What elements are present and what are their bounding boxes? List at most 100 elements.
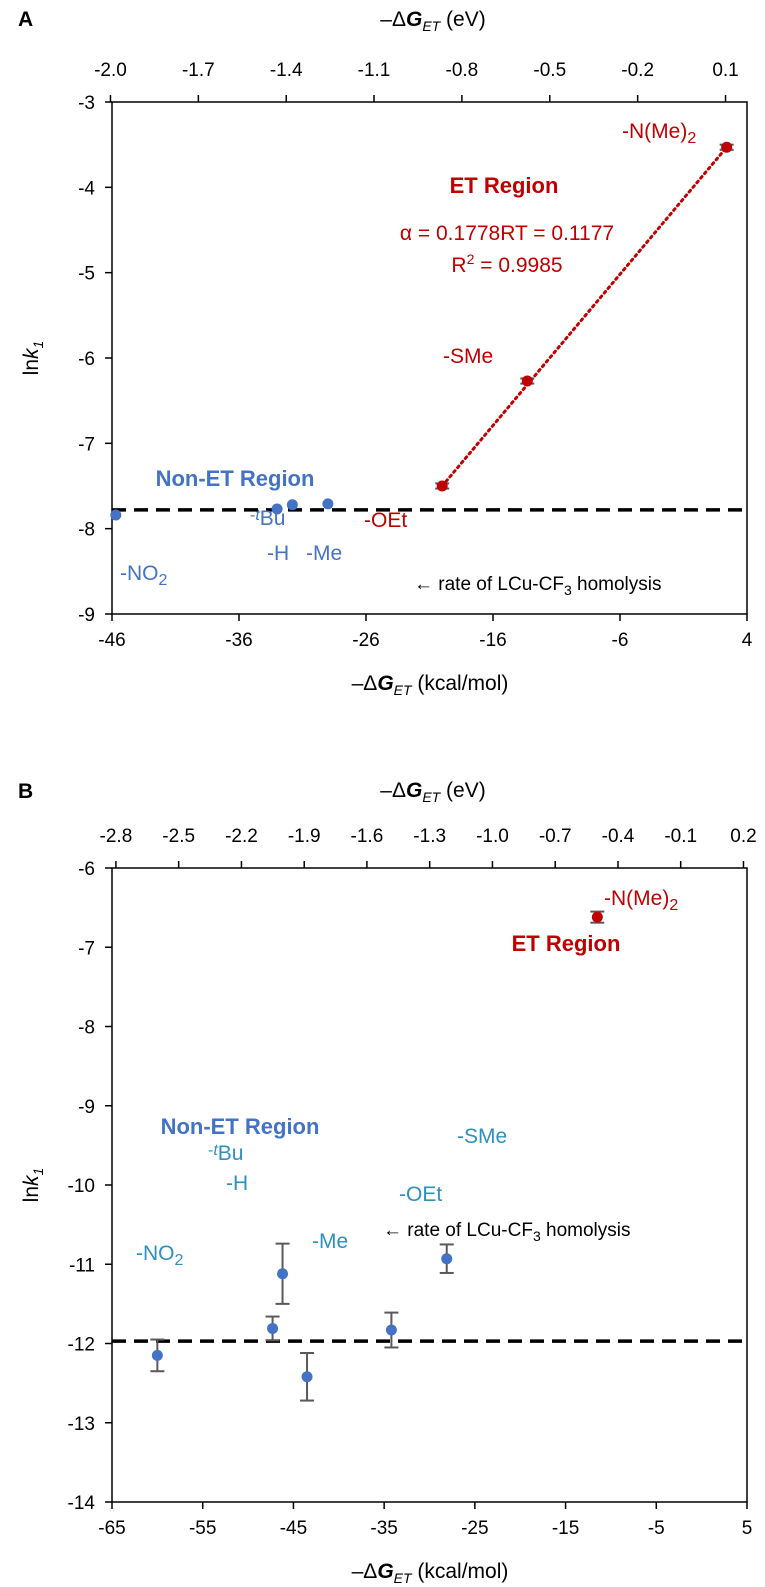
panel-b-top-axis-label: –ΔGET (eV) — [380, 779, 485, 805]
x-tick-label: 5 — [742, 1518, 753, 1539]
panel-a: A –ΔGET (eV) -3 -4 -5 -6 -7 -8 -9 -46 -3… — [18, 8, 753, 698]
panel-b: B –ΔGET (eV) -6 -7 -8 -9 -10 -11 -12 -13… — [18, 779, 757, 1586]
top-tick-label: -1.3 — [413, 826, 446, 847]
panel-a-reference-label: ← rate of LCu-CF3 homolysis — [414, 574, 661, 598]
data-point — [151, 1349, 163, 1361]
panel-b-point-label-oet: -OEt — [399, 1183, 442, 1206]
top-tick-label: -1.1 — [358, 60, 391, 81]
panel-a-alpha-annotation: α = 0.1778RT = 0.1177 — [400, 222, 614, 245]
x-tick-label: -6 — [612, 630, 629, 651]
data-point — [110, 509, 122, 521]
x-tick-label: -46 — [98, 630, 125, 651]
x-tick-label: -35 — [370, 1518, 397, 1539]
x-tick-label: -65 — [98, 1518, 125, 1539]
top-tick-label: -1.7 — [182, 60, 215, 81]
x-tick-label: -5 — [648, 1518, 665, 1539]
top-tick-label: -2.2 — [225, 826, 258, 847]
data-point — [277, 1268, 289, 1280]
y-tick-label: -11 — [69, 1255, 95, 1276]
y-tick-label: -12 — [68, 1335, 95, 1356]
y-tick-label: -5 — [78, 264, 95, 285]
y-tick-label: -7 — [78, 434, 95, 455]
panel-b-y-axis-label: lnk1 — [20, 1168, 46, 1203]
panel-a-ticks — [105, 95, 748, 621]
data-point — [286, 499, 298, 511]
top-tick-label: -0.7 — [539, 826, 572, 847]
panel-b-point-label-sme: -SMe — [457, 1125, 507, 1148]
top-tick-label: -1.4 — [270, 60, 303, 81]
panel-a-point-label-no2: -NO2 — [120, 562, 168, 589]
top-tick-label: 0.1 — [712, 60, 738, 81]
data-point — [721, 141, 733, 153]
panel-a-r2-annotation: R2 = 0.9985 — [451, 251, 562, 277]
y-tick-label: -13 — [68, 1414, 95, 1435]
top-tick-label: -1.0 — [476, 826, 509, 847]
data-point — [385, 1324, 397, 1336]
top-tick-label: -0.4 — [602, 826, 635, 847]
top-tick-label: -0.2 — [621, 60, 654, 81]
panel-a-plot-frame — [111, 101, 748, 615]
data-point — [271, 503, 283, 515]
y-tick-label: -4 — [78, 178, 95, 199]
panel-b-points — [150, 910, 605, 1402]
panel-b-y-tick-labels: -6 -7 -8 -9 -10 -11 -12 -13 -14 — [68, 859, 96, 1514]
panel-b-non-et-region-label: Non-ET Region — [161, 1114, 320, 1139]
top-tick-label: -1.6 — [351, 826, 384, 847]
y-tick-label: -14 — [68, 1493, 96, 1514]
y-tick-label: -3 — [78, 93, 95, 114]
top-tick-label: -1.9 — [288, 826, 321, 847]
panel-a-et-region-label: ET Region — [450, 173, 559, 198]
data-point — [441, 1253, 453, 1265]
panel-a-points — [110, 141, 734, 521]
panel-a-non-et-region-label: Non-ET Region — [156, 466, 315, 491]
panel-b-top-tick-labels: -2.8 -2.5 -2.2 -1.9 -1.6 -1.3 -1.0 -0.7 … — [100, 826, 757, 847]
panel-b-bottom-axis-label: –ΔGET (kcal/mol) — [352, 1560, 509, 1586]
data-point — [322, 498, 334, 510]
panel-a-y-tick-labels: -3 -4 -5 -6 -7 -8 -9 — [78, 93, 95, 626]
panel-a-point-label-h: -H — [267, 542, 289, 565]
x-tick-label: -55 — [189, 1518, 216, 1539]
top-tick-label: -2.5 — [162, 826, 195, 847]
panel-a-trendline — [440, 145, 729, 488]
top-tick-label: 0.2 — [730, 826, 756, 847]
panel-a-point-label-oet: -OEt — [364, 509, 407, 532]
x-tick-label: -16 — [479, 630, 506, 651]
panel-a-bottom-axis-label: –ΔGET (kcal/mol) — [352, 672, 509, 698]
top-tick-label: -2.0 — [94, 60, 127, 81]
data-point — [301, 1371, 313, 1383]
y-tick-label: -9 — [78, 605, 95, 626]
data-point — [521, 375, 533, 387]
y-tick-label: -7 — [78, 938, 95, 959]
panel-a-point-label-sme: -SMe — [443, 345, 493, 368]
panel-b-point-label-no2: -NO2 — [136, 1242, 184, 1269]
panel-a-top-tick-labels: -2.0 -1.7 -1.4 -1.1 -0.8 -0.5 -0.2 0.1 — [94, 60, 739, 81]
top-tick-label: -0.1 — [664, 826, 697, 847]
top-tick-label: -0.5 — [533, 60, 566, 81]
y-tick-label: -6 — [78, 349, 95, 370]
panel-a-label: A — [18, 8, 33, 31]
x-tick-label: 4 — [742, 630, 753, 651]
x-tick-label: -36 — [225, 630, 252, 651]
data-point — [591, 911, 603, 923]
panel-a-y-axis-label: lnk1 — [20, 341, 46, 376]
panel-b-ticks — [105, 861, 748, 1509]
x-tick-label: -45 — [280, 1518, 307, 1539]
data-point — [436, 480, 448, 492]
x-tick-label: -25 — [461, 1518, 488, 1539]
panel-a-point-label-nme2: -N(Me)2 — [622, 120, 696, 147]
panel-b-label: B — [18, 780, 33, 803]
top-tick-label: -0.8 — [446, 60, 479, 81]
y-tick-label: -9 — [78, 1097, 95, 1118]
x-tick-label: -15 — [552, 1518, 579, 1539]
y-tick-label: -8 — [78, 520, 95, 541]
panel-a-point-label-me: -Me — [306, 542, 342, 565]
panel-a-x-tick-labels: -46 -36 -26 -16 -6 4 — [98, 630, 752, 651]
panel-b-point-label-me: -Me — [312, 1230, 348, 1253]
panel-b-et-region-label: ET Region — [512, 931, 621, 956]
top-tick-label: -2.8 — [100, 826, 133, 847]
y-tick-label: -6 — [78, 859, 95, 880]
panel-a-top-axis-label: –ΔGET (eV) — [380, 8, 485, 34]
panel-b-x-tick-labels: -65 -55 -45 -35 -25 -15 -5 5 — [98, 1518, 752, 1539]
data-point — [267, 1322, 279, 1334]
